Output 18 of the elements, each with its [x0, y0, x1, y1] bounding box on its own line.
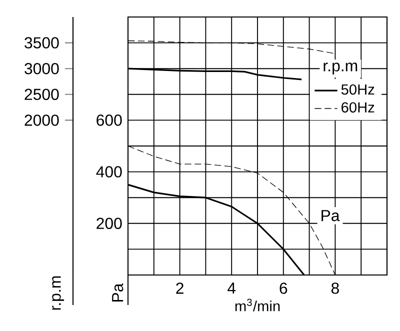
y2-tick-label: 3000 — [24, 62, 59, 74]
y-tick-label: 400 — [96, 166, 122, 178]
x-tick-label: 2 — [176, 282, 184, 294]
y-tick-label: 600 — [96, 114, 122, 126]
x-tick-label: 4 — [228, 282, 236, 294]
legend-label: 50Hz — [341, 84, 374, 95]
y2-tick-label: 2000 — [24, 114, 59, 126]
x-tick-label: 8 — [331, 282, 339, 294]
y-tick-label: 200 — [96, 218, 122, 230]
y2-tick-label: 3500 — [24, 37, 59, 48]
x-tick-label: 6 — [280, 282, 288, 294]
y2-axis-title: r.p.m — [52, 276, 64, 310]
legend-label: 60Hz — [342, 102, 374, 113]
annotation: Pa — [322, 210, 340, 222]
y2-tick-label: 2500 — [24, 88, 59, 100]
annotation: r.p.m — [324, 62, 358, 75]
y-axis-title: Pa — [112, 283, 124, 302]
x-axis-title: m$^{3}$/min — [235, 298, 280, 312]
